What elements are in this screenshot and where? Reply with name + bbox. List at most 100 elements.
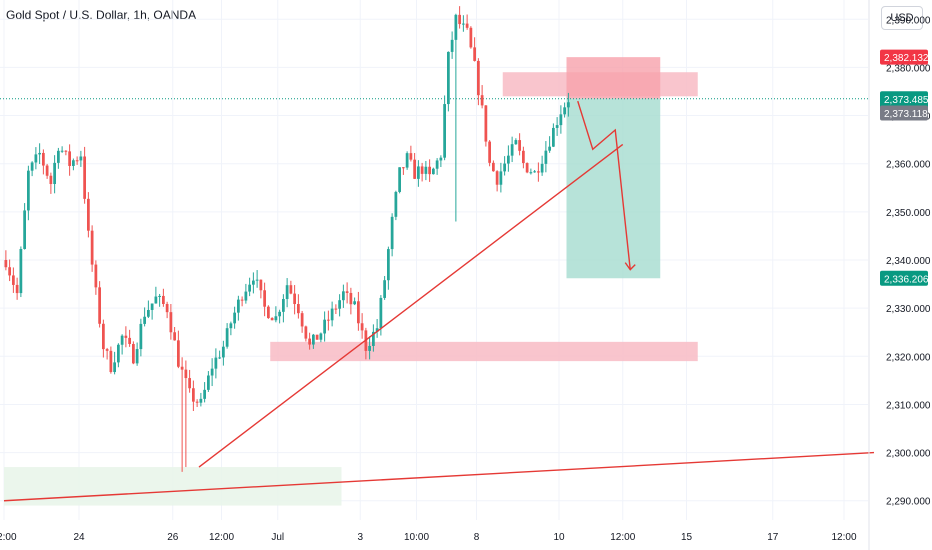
candle-body xyxy=(83,156,86,199)
candle-body xyxy=(222,346,225,358)
price-axis[interactable]: 2,390.0002,380.0002,370.0002,360.0002,35… xyxy=(868,0,931,550)
candle-body xyxy=(300,313,304,327)
candle-body xyxy=(282,299,285,312)
candle-body xyxy=(443,104,446,158)
candle-body xyxy=(458,14,461,25)
candle-body xyxy=(312,334,315,345)
candle-body xyxy=(480,95,484,106)
candle-body xyxy=(27,170,30,211)
currency-button[interactable]: USD xyxy=(881,6,923,30)
candle-body xyxy=(188,378,191,389)
candle-body xyxy=(90,230,94,265)
candle-body xyxy=(128,337,131,344)
candle-body xyxy=(45,165,49,176)
candle-body xyxy=(360,323,364,331)
time-tick-label: 10:00 xyxy=(404,532,429,543)
price-tick-label: 2,390.000 xyxy=(886,15,931,26)
candle-body xyxy=(225,328,229,347)
candle-body xyxy=(79,156,83,161)
candle-body xyxy=(548,146,551,151)
candle-body xyxy=(308,338,311,345)
candle-body xyxy=(180,366,184,370)
candle-body xyxy=(53,162,56,184)
trendline xyxy=(3,451,875,502)
candle-body xyxy=(154,296,158,304)
candles xyxy=(4,6,570,472)
candle-body xyxy=(105,349,109,351)
candle-body xyxy=(139,323,143,350)
candle-body xyxy=(555,125,559,128)
candle-body xyxy=(424,166,428,174)
candle-body xyxy=(158,295,161,297)
candle-body xyxy=(495,171,499,185)
price-tick-label: 2,340.000 xyxy=(886,256,931,267)
candle-body xyxy=(199,398,203,403)
candle-body xyxy=(375,328,379,332)
candle-body xyxy=(402,167,405,169)
candle-body xyxy=(274,316,278,321)
target-level-badge-bg xyxy=(880,270,928,286)
price-tick-label: 2,360.000 xyxy=(886,160,931,171)
candle-body xyxy=(109,350,113,373)
candle-body xyxy=(334,308,338,310)
candle-body xyxy=(323,319,326,334)
candle-body xyxy=(23,210,26,250)
candle-body xyxy=(383,280,386,298)
candle-body xyxy=(390,216,394,250)
candle-body xyxy=(503,163,506,172)
candle-body xyxy=(162,295,165,304)
candle-body xyxy=(409,153,413,160)
candle-body xyxy=(8,267,11,276)
candle-body xyxy=(552,127,555,147)
candle-body xyxy=(15,284,19,294)
candle-body xyxy=(184,369,188,379)
time-tick-label: 15 xyxy=(681,532,693,543)
candle-body xyxy=(233,312,236,324)
price-tick-label: 2,290.000 xyxy=(886,497,931,508)
candle-body xyxy=(544,150,548,164)
candle-body xyxy=(173,332,176,341)
candle-body xyxy=(4,260,8,268)
candle-body xyxy=(192,388,195,402)
candle-body xyxy=(147,309,150,317)
price-tick-label: 2,330.000 xyxy=(886,304,931,315)
candle-body xyxy=(345,291,349,293)
candle-body xyxy=(132,343,135,364)
time-axis[interactable]: 12:00 24 26 12:00 Jul 3 10:00 8 10 12:00 15 17 12:00 xyxy=(0,532,857,543)
candle-body xyxy=(454,14,458,40)
time-tick-label: 8 xyxy=(474,532,480,543)
candle-body xyxy=(499,171,503,185)
candle-body xyxy=(117,344,120,363)
candle-body xyxy=(342,291,345,301)
candle-body xyxy=(465,23,469,28)
trend-lines xyxy=(3,100,875,502)
candle-body xyxy=(462,23,465,25)
candle-body xyxy=(349,292,353,305)
candle-body xyxy=(379,297,383,329)
time-tick-label: 12:00 xyxy=(831,532,856,543)
chart-title: Gold Spot / U.S. Dollar, 1h, OANDA xyxy=(6,8,197,22)
candle-body xyxy=(278,311,281,317)
candle-body xyxy=(525,163,529,173)
candle-body xyxy=(42,152,45,166)
projection-arrow xyxy=(577,100,631,270)
annotation-zones xyxy=(0,57,868,506)
candle-body xyxy=(435,160,439,169)
candle-body xyxy=(289,285,293,294)
candle-body xyxy=(124,335,128,338)
candle-body xyxy=(473,47,476,61)
candle-body xyxy=(150,303,154,310)
candle-body xyxy=(338,300,341,309)
time-tick-label: 26 xyxy=(167,532,179,543)
candle-body xyxy=(210,368,214,376)
target-level-badge: 2,336.206 xyxy=(884,274,929,285)
time-tick-label: 3 xyxy=(357,532,363,543)
candle-body xyxy=(248,284,251,292)
candle-body xyxy=(450,39,454,52)
candle-body xyxy=(529,172,533,174)
candle-body xyxy=(143,316,146,324)
candle-body xyxy=(38,152,41,155)
candle-body xyxy=(387,249,390,281)
candle-body xyxy=(330,308,334,321)
